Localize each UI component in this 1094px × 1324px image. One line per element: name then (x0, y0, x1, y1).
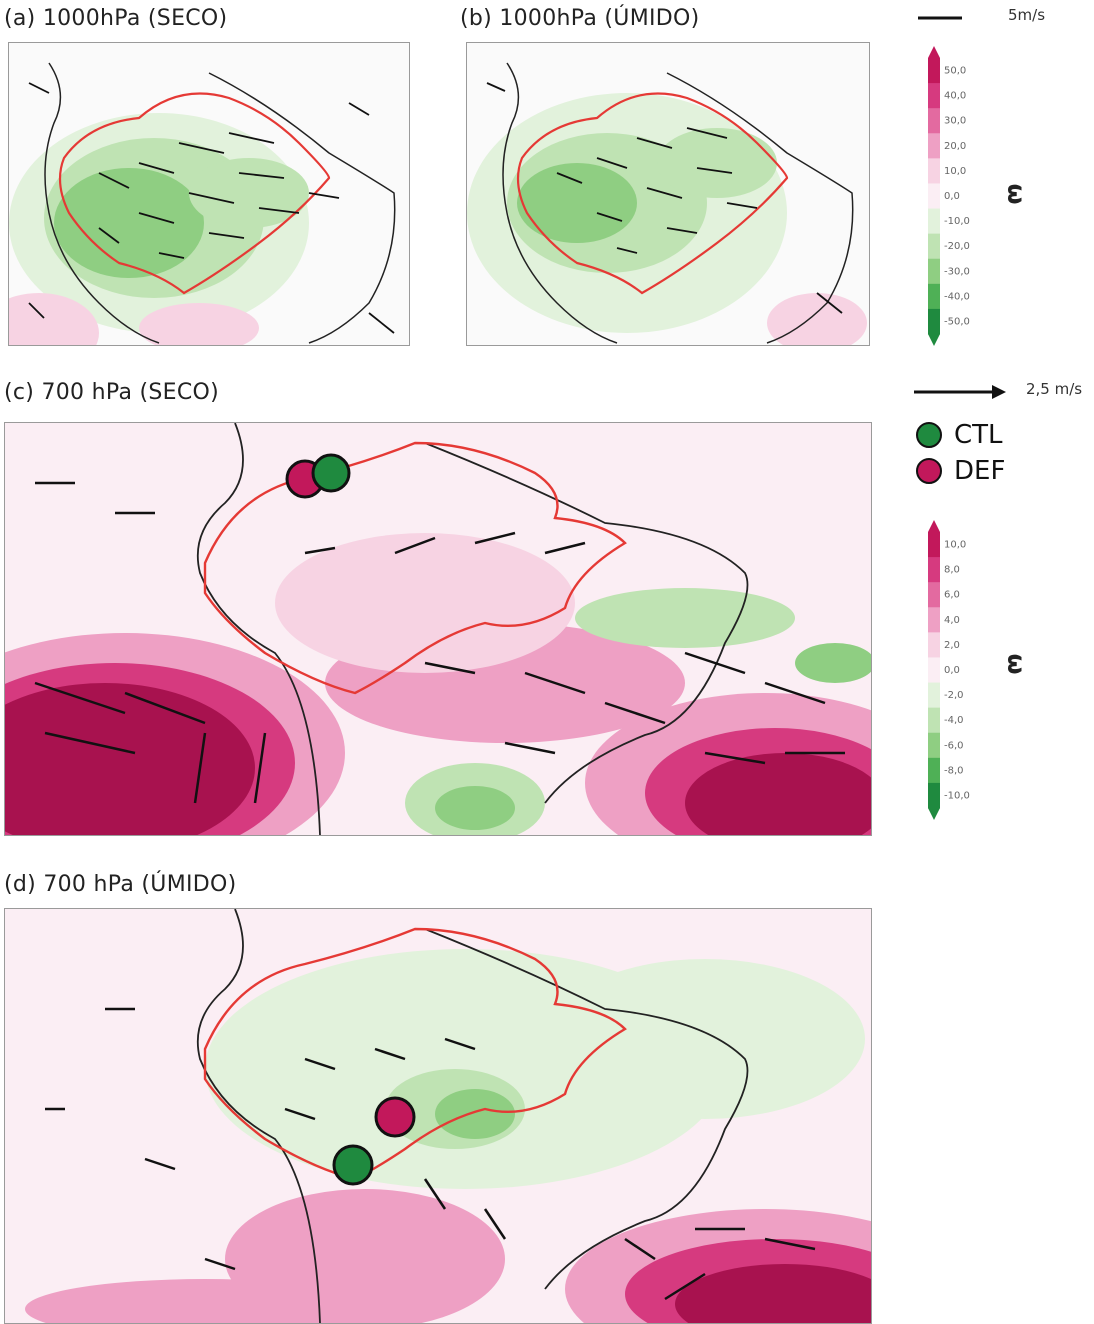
panel-d-def-marker (374, 1096, 416, 1138)
panel-d-map (4, 908, 872, 1324)
colorbar-bottom-tick-label: -8,0 (944, 765, 964, 776)
colorbar-top-tick-label: -30,0 (944, 266, 970, 277)
colorbar-bottom-swatch (928, 732, 940, 759)
panel-c-title: (c) 700 hPa (SECO) (4, 380, 220, 405)
legend-ctl-marker (916, 422, 942, 448)
colorbar-top-swatch (928, 233, 940, 260)
panel-c-vectors (34, 481, 845, 804)
colorbar-bottom-tick-label: -10,0 (944, 790, 970, 801)
colorbar-bottom-tick-label: 0,0 (944, 665, 960, 676)
legend-item-ctl: CTL (916, 420, 1003, 450)
colorbar-bottom-swatch (928, 582, 940, 608)
ref-vector-top-label: 5m/s (1008, 6, 1046, 24)
colorbar-bottom-swatch (928, 682, 940, 709)
colorbar-top-tick-label: 30,0 (944, 116, 966, 127)
colorbar-top-swatch (928, 58, 940, 84)
colorbar-bottom-label: ω (1002, 653, 1031, 675)
colorbar-top-tick-label: -10,0 (944, 216, 970, 227)
colorbar-bottom-tick-label: 6,0 (944, 590, 960, 601)
colorbar-bottom-swatch (928, 532, 940, 558)
panel-b-vectors (486, 82, 843, 314)
panel-d-vectors (45, 1007, 816, 1301)
colorbar-top-tick-label: -40,0 (944, 291, 970, 302)
colorbar-bottom-tick-label: 8,0 (944, 565, 960, 576)
colorbar-top-swatch (928, 108, 940, 134)
colorbar-bottom-swatch (928, 607, 940, 633)
colorbar-bottom-swatch (928, 707, 940, 734)
ref-vector-middle (914, 385, 1006, 399)
colorbar-bottom-max-arrow (928, 520, 940, 532)
panel-d-svg (5, 909, 871, 1323)
ref-vector-top (918, 16, 962, 20)
ref-vector-middle-label: 2,5 m/s (1026, 380, 1083, 398)
panel-a-vectors (28, 82, 395, 334)
legend-def-marker (916, 458, 942, 484)
colorbar-bottom-tick-label: -4,0 (944, 715, 964, 726)
legend-def-label: DEF (954, 456, 1006, 486)
colorbar-bottom-min-arrow (928, 808, 940, 820)
colorbar-top-swatch (928, 133, 940, 159)
colorbar-top-min-arrow (928, 334, 940, 346)
colorbar-top-tick-label: 20,0 (944, 141, 966, 152)
colorbar-bottom-tick-label: -2,0 (944, 690, 964, 701)
colorbar-top-tick-label: 0,0 (944, 191, 960, 202)
colorbar-top: 50,0 40,0 30,0 20,0 10,0 0,0 -10,0 -20,0 -30,0 -4… (928, 46, 970, 346)
colorbar-bottom-tick-label: 10,0 (944, 540, 966, 551)
colorbar-top-swatch (928, 208, 940, 235)
panel-a-svg (9, 43, 409, 345)
colorbar-bottom-swatch (928, 782, 940, 809)
panel-c-svg (5, 423, 871, 835)
colorbar-bottom-swatch (928, 757, 940, 784)
colorbar-top-swatch (928, 183, 940, 210)
colorbar-top-swatch (928, 258, 940, 285)
colorbar-top-tick-label: -20,0 (944, 241, 970, 252)
colorbar-bottom: 10,0 8,0 6,0 4,0 2,0 0,0 -2,0 -4,0 -6,0 -8,0 -10,0 (928, 520, 970, 820)
panel-b-title: (b) 1000hPa (ÚMIDO) (460, 6, 700, 31)
colorbar-top-tick-label: 40,0 (944, 91, 966, 102)
colorbar-top-tick-label: -50,0 (944, 316, 970, 327)
panel-c-ctl-marker (311, 453, 351, 493)
colorbar-top-tick-label: 50,0 (944, 66, 966, 77)
panel-d-ctl-marker (332, 1144, 374, 1186)
panel-a-map (8, 42, 410, 346)
colorbar-top-swatch (928, 283, 940, 310)
legend-item-def: DEF (916, 456, 1005, 486)
colorbar-bottom-swatch (928, 632, 940, 658)
colorbar-top-label: ω (1002, 183, 1031, 205)
colorbar-top-swatch (928, 83, 940, 109)
colorbar-bottom-swatch (928, 657, 940, 684)
colorbar-top-swatch (928, 308, 940, 335)
panel-b-svg (467, 43, 869, 345)
colorbar-top-swatch (928, 158, 940, 184)
colorbar-bottom-swatch (928, 557, 940, 583)
colorbar-top-max-arrow (928, 46, 940, 58)
colorbar-top-tick-label: 10,0 (944, 166, 966, 177)
panel-b-map (466, 42, 870, 346)
panel-a-title: (a) 1000hPa (SECO) (4, 6, 228, 31)
colorbar-bottom-tick-label: 2,0 (944, 640, 960, 651)
legend-ctl-label: CTL (954, 420, 1003, 450)
colorbar-bottom-tick-label: -6,0 (944, 740, 964, 751)
panel-c-map (4, 422, 872, 836)
colorbar-bottom-tick-label: 4,0 (944, 615, 960, 626)
panel-d-title: (d) 700 hPa (ÚMIDO) (4, 872, 237, 897)
